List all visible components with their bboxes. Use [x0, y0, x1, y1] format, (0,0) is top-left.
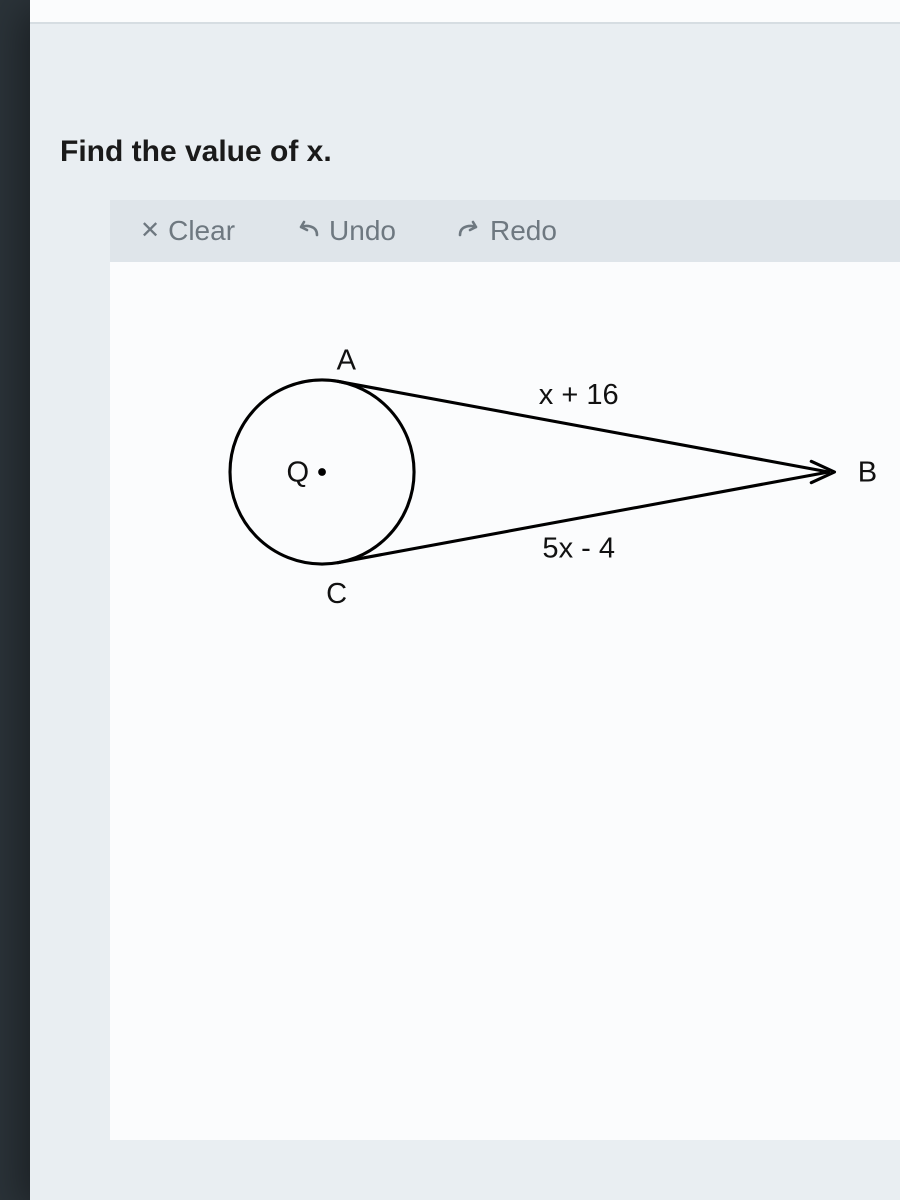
device-bezel: Find the value of x. ✕ Clear Undo — [0, 0, 900, 1200]
undo-button[interactable]: Undo — [265, 200, 426, 262]
label-a: A — [337, 344, 357, 376]
label-q: Q — [287, 457, 310, 489]
geometry-diagram: A C Q B x + 16 5x - 4 — [230, 322, 850, 622]
label-top-length: x + 16 — [539, 379, 619, 411]
label-b: B — [858, 457, 877, 489]
center-dot — [318, 468, 326, 476]
close-icon: ✕ — [140, 219, 160, 243]
undo-button-label: Undo — [329, 215, 396, 247]
drawing-canvas[interactable]: A C Q B x + 16 5x - 4 — [110, 262, 900, 1140]
clear-button-label: Clear — [168, 215, 235, 247]
clear-button[interactable]: ✕ Clear — [110, 200, 265, 262]
top-nav-strip — [30, 0, 900, 24]
diagram-svg: A C Q B x + 16 5x - 4 — [230, 322, 850, 622]
redo-button-label: Redo — [490, 215, 557, 247]
undo-icon — [295, 219, 321, 244]
drawing-toolbar: ✕ Clear Undo Redo — [110, 200, 900, 262]
label-bottom-length: 5x - 4 — [542, 532, 615, 564]
app-page: Find the value of x. ✕ Clear Undo — [30, 0, 900, 1200]
redo-button[interactable]: Redo — [426, 200, 587, 262]
label-c: C — [326, 578, 347, 610]
question-prompt: Find the value of x. — [60, 135, 332, 169]
redo-icon — [456, 219, 482, 244]
